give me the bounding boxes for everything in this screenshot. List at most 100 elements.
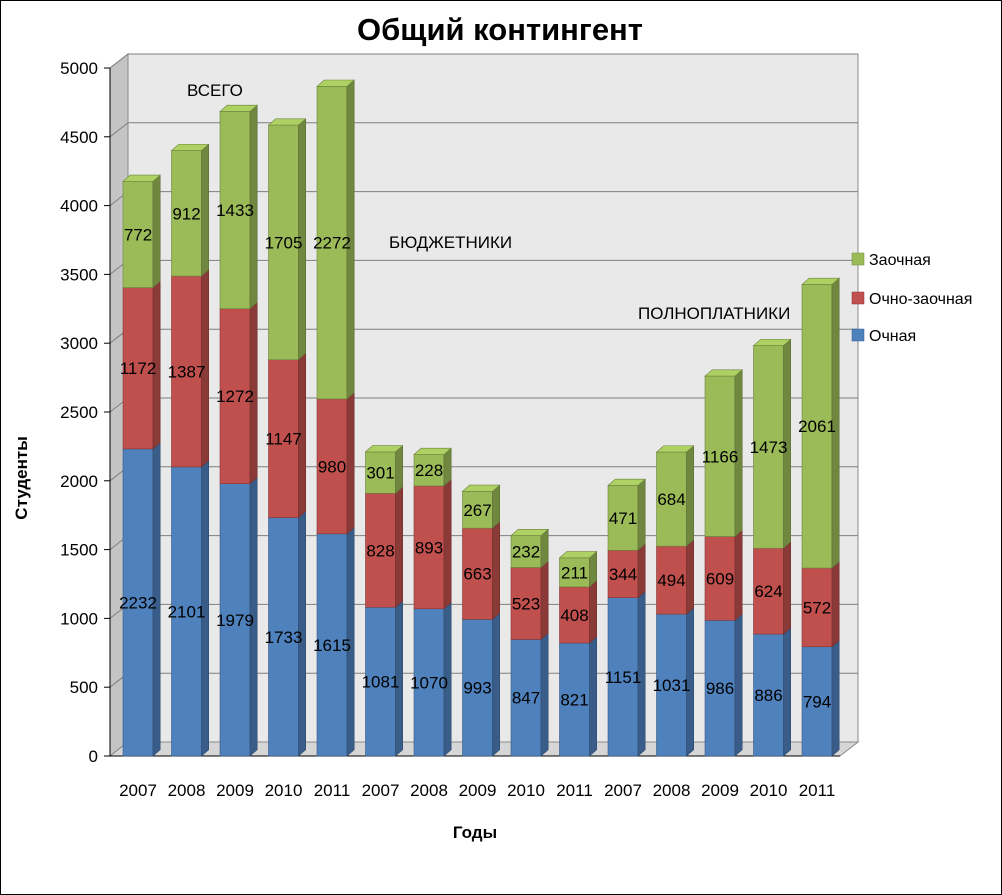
bar-side [686,539,695,615]
data-label: 471 [609,509,637,528]
legend-label-ochnaya: Очная [869,328,916,345]
bar-side [734,613,743,757]
y-tick-labels: 0 500 1000 1500 2000 2500 3000 3500 4000 4500 5000 [60,59,98,766]
x-tick-label: 2010 [750,781,788,800]
data-label: 794 [803,692,831,711]
legend-item-zaochnaya: Заочная [851,252,931,269]
data-label: 912 [172,204,200,223]
bar-front [559,642,590,757]
y-tick-label: 500 [70,678,98,697]
legend-label-ochno-zaochnaya: Очно-заочная [869,291,972,308]
data-label: 572 [803,598,831,617]
data-label: 821 [560,691,588,710]
bar-front [316,86,348,400]
x-tick-label: 2008 [168,781,206,800]
bar-segment [413,601,452,757]
bar-side [589,636,598,757]
data-label: 232 [512,543,540,562]
bar-front [365,451,396,494]
y-tick-label: 1000 [60,609,98,628]
bar-front [219,483,251,757]
bar-segment [413,447,452,487]
bar-segment [704,529,743,621]
x-tick-label: 2011 [799,781,836,800]
x-tick-label: 2010 [507,781,545,800]
data-label: 211 [561,563,588,582]
x-tick-label: 2009 [216,781,254,800]
bar-front [753,547,784,635]
bar-top [558,551,598,559]
bar-top [461,484,501,492]
bar-front [801,646,833,757]
bar-top [413,447,452,455]
bar-front [559,586,590,644]
bar-front [268,517,299,757]
data-label: 684 [657,490,685,509]
bar-front [656,613,687,757]
bar-segment [316,526,355,757]
bar-front [607,597,639,757]
bar-side [492,521,501,621]
bar-top [122,174,161,182]
bar-segment [171,459,209,757]
data-label: 609 [706,569,734,588]
data-label: 1172 [120,359,157,378]
bar-front [704,536,736,621]
bar-front [510,535,542,568]
bar-segment [365,600,404,757]
bar-front [801,567,833,648]
bar-side [201,143,209,277]
bar-segment [462,521,501,621]
bar-top [316,79,355,87]
bar-segment [171,269,209,468]
bar-segment [607,590,646,757]
y-tick-label: 5000 [60,59,98,78]
bar-front [171,275,202,468]
data-label: 228 [415,461,443,480]
x-tick-label: 2011 [314,781,351,800]
data-label: 1166 [702,447,739,466]
bar-segment [656,607,695,757]
legend-item-ochnaya: Очная [851,328,916,345]
data-label: 494 [657,571,685,590]
data-label: 1147 [265,430,302,449]
data-label: 847 [512,689,540,708]
bar-segment [122,280,161,450]
data-label: 886 [754,686,782,705]
data-label: 301 [366,464,394,483]
bar-front [559,557,590,588]
bar-segment [801,561,840,648]
bar-front [656,451,687,547]
bar-segment [268,352,307,519]
bar-segment [122,441,161,757]
bar-segment [559,636,598,757]
bar-segment [607,543,646,599]
bar-top [704,369,743,377]
bar-side [346,391,355,535]
x-tick-labels: 2007 2008 2009 2010 2011 2007 2008 2009 2010 2011… [119,781,835,800]
legend-swatch-ochno-zaochnaya [851,291,865,305]
bar-front [413,608,445,757]
bar-top [267,118,307,126]
bar-front [122,181,154,288]
y-tick-label: 1500 [60,541,98,560]
y-tick-label: 4500 [60,128,98,147]
gridline-side [109,53,129,69]
bar-top [655,445,695,453]
bar-front [753,633,784,757]
bar-segment [704,369,743,538]
bar-front [510,639,542,757]
bar-front [801,284,833,569]
bar-top [170,143,210,151]
data-label: 523 [512,594,540,613]
chart-title: Общий контингент [357,12,643,47]
data-label: 408 [560,606,588,625]
bars [122,79,840,757]
bar-front [316,398,348,535]
bar-side [831,639,840,757]
bar-segment [801,639,840,757]
legend: Заочная Очно-заочная Очная [851,252,972,345]
bar-segment [752,338,792,549]
bar-side [686,445,695,547]
bar-front [413,485,445,610]
